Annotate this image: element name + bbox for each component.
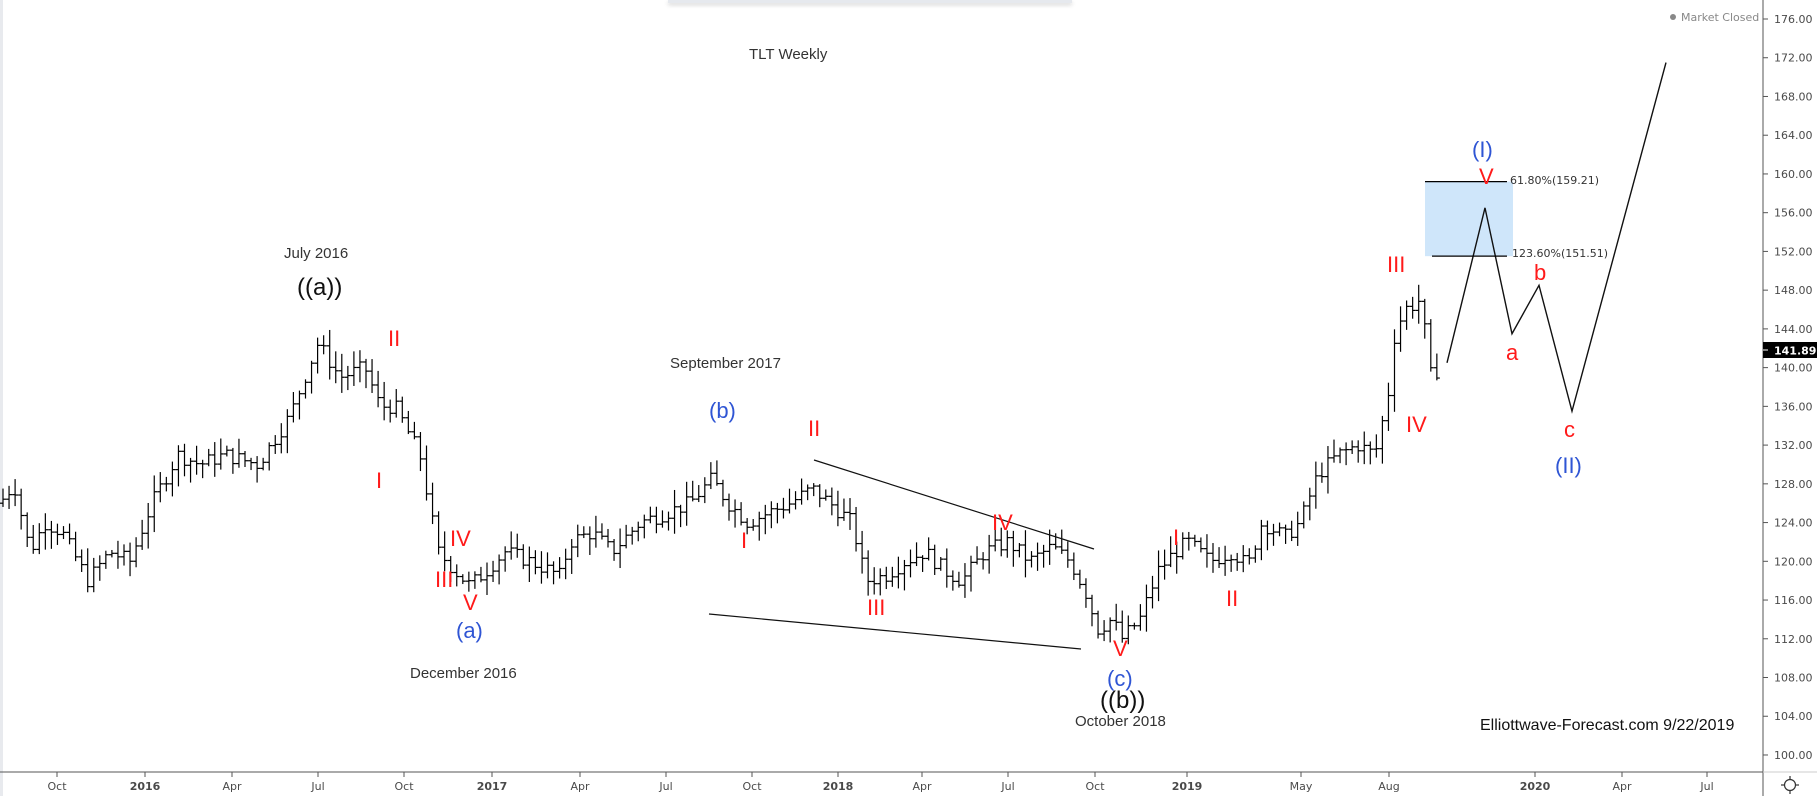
price-tick-label: 116.00 bbox=[1774, 594, 1813, 607]
wave-III-2016: III bbox=[435, 567, 453, 592]
time-tick-label: 2020 bbox=[1520, 780, 1551, 793]
time-tick-label: 2017 bbox=[477, 780, 508, 793]
left-edge-scrollbar bbox=[0, 0, 3, 796]
market-status: Market Closed bbox=[1681, 11, 1759, 24]
label-december-2016: December 2016 bbox=[410, 665, 517, 682]
fib-label-upper: 61.80%(159.21) bbox=[1510, 174, 1599, 187]
label-october-2018: October 2018 bbox=[1075, 713, 1166, 730]
wave-II-2017: II bbox=[808, 416, 820, 441]
time-tick-label: Jul bbox=[1699, 780, 1713, 793]
triangle-trendlines bbox=[708, 459, 1095, 650]
wave-IV-2018: IV bbox=[992, 510, 1013, 535]
chart-title: TLT Weekly bbox=[749, 46, 828, 63]
price-tick-label: 104.00 bbox=[1774, 710, 1813, 723]
fib-target-zone bbox=[1425, 181, 1513, 257]
wave-II-2019: II bbox=[1226, 586, 1238, 611]
price-tick-label: 100.00 bbox=[1774, 749, 1813, 762]
price-tick-label: 148.00 bbox=[1774, 284, 1813, 297]
wave-III-2019: III bbox=[1387, 252, 1405, 277]
market-status-dot-icon bbox=[1670, 14, 1676, 20]
wave-label-II-blue: (II) bbox=[1555, 453, 1582, 478]
time-axis[interactable]: Oct 2016 Apr Jul Oct 2017 Apr Jul Oct 2018 Apr Jul O… bbox=[47, 772, 1714, 793]
price-tick-label: 160.00 bbox=[1774, 168, 1813, 181]
wave-II-2016: II bbox=[388, 326, 400, 351]
price-tick-label: 172.00 bbox=[1774, 52, 1813, 65]
price-tick-label: 144.00 bbox=[1774, 323, 1813, 336]
price-axis[interactable]: 176.00 172.00 168.00 164.00 160.00 156.00 152.… bbox=[1763, 13, 1813, 762]
price-tick-label: 156.00 bbox=[1774, 207, 1813, 220]
price-tick-label: 176.00 bbox=[1774, 13, 1813, 26]
price-tick-label: 128.00 bbox=[1774, 478, 1813, 491]
time-tick-label: Oct bbox=[742, 780, 762, 793]
price-tick-label: 136.00 bbox=[1774, 400, 1813, 413]
wave-label-a-blue: (a) bbox=[456, 618, 483, 643]
wave-IV-2016: IV bbox=[450, 526, 471, 551]
price-tick-label: 124.00 bbox=[1774, 517, 1813, 530]
label-september-2017: September 2017 bbox=[670, 355, 781, 372]
price-tick-label: 132.00 bbox=[1774, 439, 1813, 452]
price-tick-label: 108.00 bbox=[1774, 672, 1813, 685]
time-tick-label: Apr bbox=[222, 780, 242, 793]
wave-I-2019: I bbox=[1173, 525, 1179, 550]
time-tick-label: Apr bbox=[912, 780, 932, 793]
fib-lines bbox=[1425, 180, 1507, 257]
price-tick-label: 112.00 bbox=[1774, 633, 1813, 646]
time-tick-label: 2019 bbox=[1172, 780, 1203, 793]
wave-label-I-blue: (I) bbox=[1472, 137, 1493, 162]
price-tick-label: 120.00 bbox=[1774, 555, 1813, 568]
gear-icon[interactable] bbox=[1781, 776, 1799, 794]
time-tick-label: Apr bbox=[1612, 780, 1632, 793]
time-tick-label: Aug bbox=[1378, 780, 1399, 793]
ohlc-bars bbox=[0, 284, 1440, 645]
time-tick-label: Oct bbox=[47, 780, 67, 793]
watermark: Elliottwave-Forecast.com 9/22/2019 bbox=[1480, 717, 1734, 734]
time-tick-label: 2016 bbox=[130, 780, 161, 793]
wave-label-b-double: ((b)) bbox=[1100, 687, 1145, 714]
fib-label-lower: 123.60%(151.51) bbox=[1512, 247, 1608, 260]
time-tick-label: Jul bbox=[658, 780, 672, 793]
wave-I-2016: I bbox=[376, 468, 382, 493]
price-tick-label: 164.00 bbox=[1774, 129, 1813, 142]
top-toolbar-shadow bbox=[668, 0, 1072, 3]
wave-label-a-double: ((a)) bbox=[297, 274, 342, 301]
label-july-2016: July 2016 bbox=[284, 245, 348, 262]
wave-V-2019: V bbox=[1479, 164, 1494, 189]
price-tick-label: 152.00 bbox=[1774, 245, 1813, 258]
time-tick-label: Jul bbox=[310, 780, 324, 793]
time-tick-label: Oct bbox=[1085, 780, 1105, 793]
last-price-tag: 141.89 bbox=[1763, 342, 1817, 358]
time-tick-label: May bbox=[1290, 780, 1313, 793]
price-tick-label: 168.00 bbox=[1774, 90, 1813, 103]
wave-V-2016: V bbox=[463, 590, 478, 615]
wave-IV-2019: IV bbox=[1406, 412, 1427, 437]
wave-III-2018: III bbox=[867, 595, 885, 620]
time-tick-label: 2018 bbox=[823, 780, 854, 793]
upper-trendline bbox=[813, 459, 1095, 550]
wave-I-2017: I bbox=[741, 528, 747, 553]
wave-label-b-blue: (b) bbox=[709, 398, 736, 423]
projection-path bbox=[1446, 62, 1667, 414]
price-tick-label: 140.00 bbox=[1774, 362, 1813, 375]
time-tick-label: Oct bbox=[394, 780, 414, 793]
time-tick-label: Jul bbox=[1000, 780, 1014, 793]
red-wave-labels: I II III IV V I II III IV V I II III IV … bbox=[376, 164, 1575, 661]
wave-label-c-blue: (c) bbox=[1107, 666, 1133, 691]
wave-V-2018: V bbox=[1113, 636, 1128, 661]
wave-c-projection: c bbox=[1564, 417, 1575, 442]
time-tick-label: Apr bbox=[570, 780, 590, 793]
lower-trendline bbox=[708, 613, 1082, 650]
last-price-value: 141.89 bbox=[1774, 345, 1816, 358]
wave-b-projection: b bbox=[1534, 260, 1546, 285]
wave-a-projection: a bbox=[1506, 340, 1519, 365]
